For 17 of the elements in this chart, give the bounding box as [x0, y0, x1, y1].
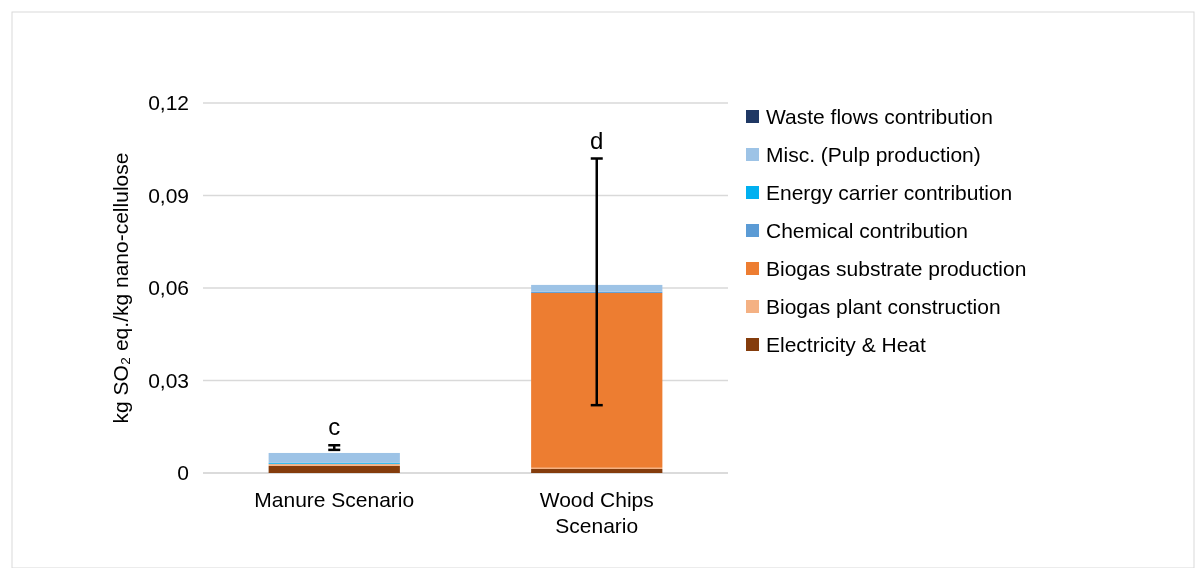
y-tick-label: 0,12 — [148, 91, 189, 115]
y-tick-label: 0,09 — [148, 183, 189, 207]
annotation: c — [328, 413, 341, 441]
legend-label: Biogas plant construction — [766, 295, 1001, 319]
legend-label: Electricity & Heat — [766, 333, 927, 357]
annotation: d — [590, 126, 604, 154]
legend-label: Chemical contribution — [766, 219, 968, 243]
x-tick-label: Manure Scenario — [254, 488, 415, 511]
y-tick-label: 0 — [177, 461, 189, 485]
legend-label: Misc. (Pulp production) — [766, 143, 981, 167]
y-tick-label: 0,03 — [148, 368, 189, 392]
y-tick-label: 0,06 — [148, 276, 189, 300]
legend-label: Energy carrier contribution — [766, 181, 1013, 205]
legend-label: Waste flows contribution — [766, 105, 993, 129]
y-axis-title: kg SO₂ eq./kg nano-cellulose — [109, 152, 133, 424]
legend-label: Biogas substrate production — [766, 257, 1027, 281]
x-tick-label: Wood Chips Scenario — [539, 488, 654, 537]
